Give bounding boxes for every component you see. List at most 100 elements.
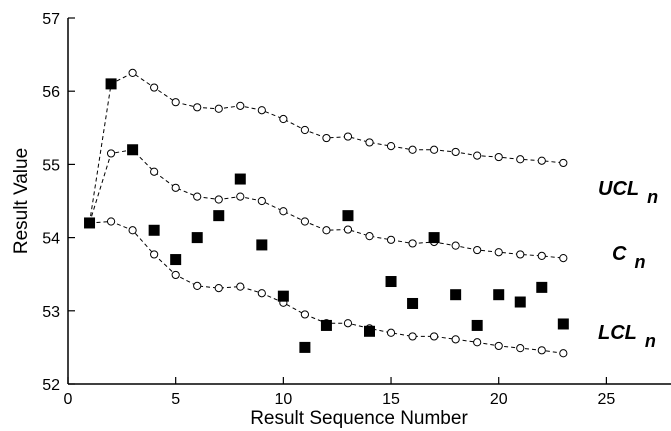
series-point-ucl (279, 114, 288, 124)
series-point-c (171, 183, 180, 192)
y-tick-label: 53 (42, 304, 60, 321)
series-point-ucl (516, 155, 525, 164)
result-point (407, 297, 419, 309)
series-point-lcl (236, 282, 245, 291)
series-point-c (300, 217, 309, 226)
result-point (514, 296, 526, 308)
result-point (320, 319, 332, 331)
series-point-c (193, 192, 202, 201)
series-point-c (343, 225, 353, 234)
series-point-ucl (150, 83, 159, 92)
series-points (84, 68, 569, 358)
series-point-c (386, 235, 396, 244)
series-point-lcl (386, 328, 396, 337)
series-point-c (516, 250, 525, 259)
y-tick-label: 52 (42, 377, 60, 394)
result-point (105, 78, 117, 90)
result-point (299, 341, 311, 353)
series-line-ucl (89, 72, 564, 224)
series-point-lcl (343, 319, 353, 328)
series-point-c (214, 195, 223, 204)
series-label-ucl: UCL n (598, 178, 658, 207)
series-point-lcl (300, 310, 309, 319)
series-line-c (89, 149, 564, 259)
series-point-ucl (343, 132, 353, 141)
series-point-lcl (171, 270, 180, 280)
series-point-ucl (128, 68, 137, 78)
series-point-ucl (365, 138, 374, 147)
result-point (84, 217, 96, 229)
series-point-ucl (494, 152, 503, 162)
series-point-ucl (451, 147, 460, 157)
result-point (234, 173, 246, 185)
series-point-ucl (386, 142, 396, 151)
series-point-ucl (214, 104, 223, 113)
series-point-lcl (430, 332, 439, 341)
series-point-c (257, 196, 266, 206)
series-point-ucl (322, 133, 331, 143)
series-point-c (559, 253, 568, 263)
series-point-ucl (236, 101, 245, 110)
series-point-ucl (257, 106, 266, 115)
series-label-subscript: n (647, 187, 658, 207)
series-point-c (494, 248, 503, 257)
series-point-lcl (214, 284, 223, 293)
series-point-ucl (193, 103, 202, 112)
ticks: 0 5 10 15 20 25 52 53 54 55 56 57 (42, 11, 615, 408)
y-tick-label: 57 (42, 11, 60, 28)
x-tick-label: 5 (171, 391, 180, 408)
series-point-c (408, 239, 417, 248)
y-tick-label: 55 (42, 157, 60, 174)
x-tick-label: 0 (64, 391, 73, 408)
result-point (191, 232, 203, 244)
y-axis-label: Result Value (11, 148, 32, 254)
series-point-c (365, 232, 374, 241)
x-tick-label: 20 (490, 391, 508, 408)
series-point-lcl (128, 226, 137, 235)
y-tick-label: 56 (42, 84, 60, 101)
series-point-lcl (516, 344, 525, 353)
series-labels: UCL n C n LCL n (598, 178, 658, 351)
result-point (428, 232, 440, 244)
result-point (536, 281, 548, 293)
result-point (342, 210, 354, 222)
result-point (256, 239, 268, 251)
series-point-c (537, 251, 546, 260)
series-label-subscript: n (645, 331, 656, 351)
series-point-lcl (408, 332, 417, 341)
series-point-lcl (559, 349, 568, 358)
axes (67, 18, 671, 385)
series-point-c (322, 226, 331, 235)
series-point-lcl (537, 346, 546, 355)
series-point-c (451, 241, 460, 250)
result-point (471, 319, 483, 331)
series-label-subscript: n (634, 252, 645, 272)
series-lines (89, 72, 564, 354)
series-point-lcl (150, 250, 159, 259)
series-point-c (150, 167, 159, 176)
result-point (364, 325, 375, 337)
series-point-c (473, 245, 482, 255)
series-point-ucl (300, 125, 309, 135)
result-point (385, 276, 397, 288)
result-point (450, 289, 462, 301)
x-tick-label: 15 (382, 391, 400, 408)
result-point (557, 318, 569, 330)
series-point-c (106, 149, 116, 158)
series-point-ucl (537, 156, 546, 165)
series-point-lcl (257, 289, 266, 298)
series-line-lcl (89, 220, 564, 354)
series-point-lcl (494, 341, 503, 351)
result-point (277, 290, 289, 302)
series-point-ucl (473, 151, 482, 160)
series-point-lcl (473, 338, 482, 347)
series-point-ucl (430, 145, 439, 154)
series-point-c (279, 207, 288, 216)
x-axis-label: Result Sequence Number (250, 408, 468, 429)
result-point (170, 254, 182, 266)
series-point-ucl (559, 158, 568, 168)
x-tick-label: 25 (597, 391, 615, 408)
result-point (213, 210, 225, 222)
